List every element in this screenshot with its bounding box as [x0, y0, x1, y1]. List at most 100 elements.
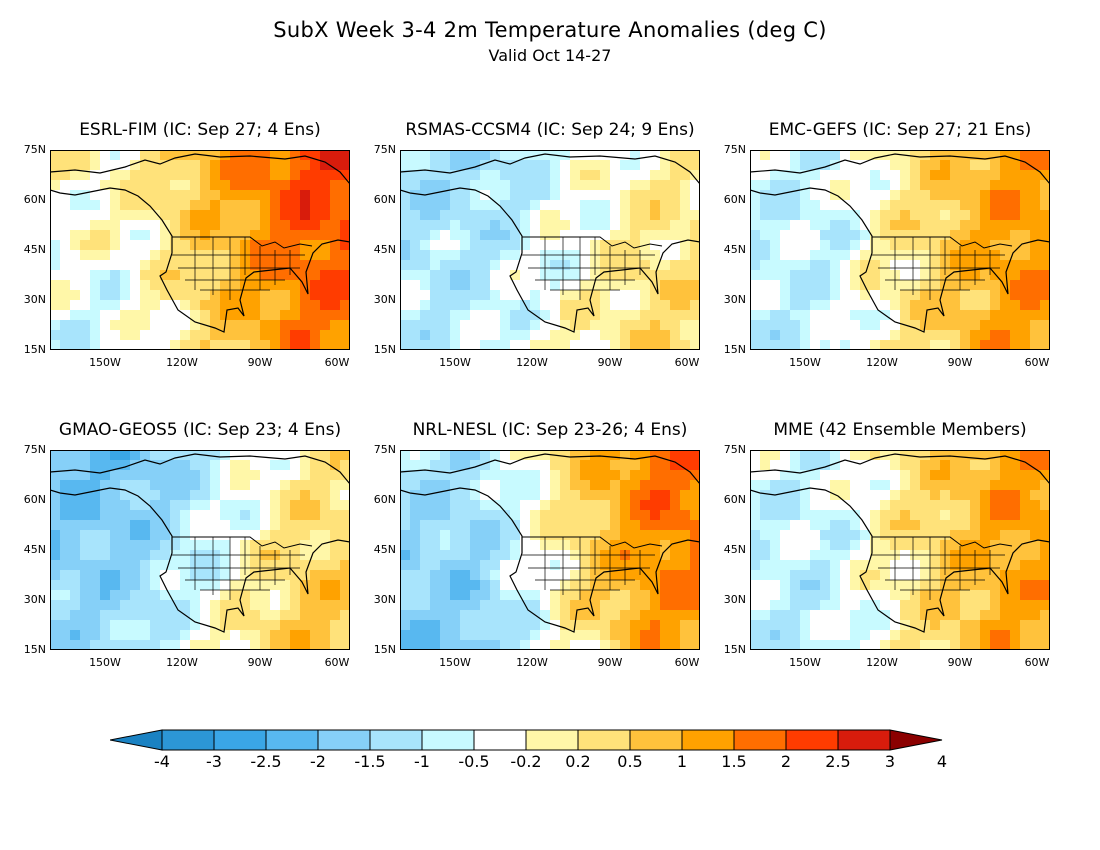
lon-tick-label: 150W	[439, 656, 471, 669]
lon-tick-label: 120W	[866, 356, 898, 369]
lon-tick-label: 150W	[89, 356, 121, 369]
colorbar-swatch	[421, 729, 475, 751]
colorbar-max-arrow	[889, 729, 943, 751]
lat-tick-label: 45N	[373, 243, 396, 256]
coastline	[50, 453, 350, 633]
map-frame	[400, 450, 700, 650]
lon-tick-label: 60W	[1024, 356, 1050, 369]
anomaly-field	[750, 450, 1050, 650]
map-panel-emc-gefs: EMC-GEFS (IC: Sep 27; 21 Ens) 75N 60N 45N 30…	[724, 120, 1050, 369]
lat-tick-label: 75N	[723, 443, 746, 456]
colorbar-tick-label: 2.5	[825, 752, 851, 771]
lon-tick-label: 120W	[166, 356, 198, 369]
colorbar-tick-label: -1	[414, 752, 430, 771]
colorbar-swatch	[629, 729, 683, 751]
lat-tick-label: 75N	[373, 143, 396, 156]
lat-tick-label: 30N	[723, 293, 746, 306]
colorbar-tick-label: -0.2	[510, 752, 542, 771]
anomaly-map	[750, 150, 1050, 350]
lat-tick-label: 45N	[23, 243, 46, 256]
lat-tick-label: 60N	[723, 493, 746, 506]
colorbar-tick-label: 4	[936, 752, 948, 771]
colorbar-swatch	[681, 729, 735, 751]
us-canada-border	[522, 536, 663, 549]
coastline	[750, 153, 1050, 333]
map-frame	[50, 150, 350, 350]
colorbar-swatch	[317, 729, 371, 751]
lon-tick-label: 90W	[247, 656, 273, 669]
panel-title: RSMAS-CCSM4 (IC: Sep 24; 9 Ens)	[405, 120, 695, 140]
map-panel-mme: MME (42 Ensemble Members) 75N 60N 45N 30N 15N…	[724, 420, 1050, 669]
panel-title: MME (42 Ensemble Members)	[773, 420, 1027, 440]
lon-tick-label: 150W	[789, 656, 821, 669]
panel-title: GMAO-GEOS5 (IC: Sep 23; 4 Ens)	[58, 420, 342, 440]
colorbar-swatch	[577, 729, 631, 751]
coastline	[750, 453, 1050, 633]
colorbar-tick-label: 2	[780, 752, 792, 771]
lat-tick-label: 60N	[23, 493, 46, 506]
lat-tick-label: 30N	[373, 293, 396, 306]
lon-tick-label: 120W	[866, 656, 898, 669]
colorbar-swatch	[213, 729, 267, 751]
anomaly-map	[400, 150, 700, 350]
colorbar-tick-label: 0.5	[617, 752, 643, 771]
lat-tick-label: 75N	[373, 443, 396, 456]
lat-tick-label: 15N	[23, 643, 46, 656]
colorbar-swatch	[733, 729, 787, 751]
colorbar-tick-label: -2	[310, 752, 326, 771]
panel-title: ESRL-FIM (IC: Sep 27; 4 Ens)	[79, 120, 321, 140]
map-panel-rsmas-ccsm4: RSMAS-CCSM4 (IC: Sep 24; 9 Ens) 75N 60N 45N…	[374, 120, 700, 369]
us-canada-border	[172, 236, 313, 249]
anomaly-map	[50, 150, 350, 350]
lon-tick-label: 60W	[324, 356, 350, 369]
colorbar-swatch	[473, 729, 527, 751]
figure-title: SubX Week 3-4 2m Temperature Anomalies (…	[273, 18, 827, 42]
lon-tick-label: 90W	[597, 356, 623, 369]
lon-tick-label: 150W	[89, 656, 121, 669]
lat-tick-label: 15N	[723, 343, 746, 356]
colorbar-swatch	[369, 729, 423, 751]
lat-tick-label: 60N	[373, 493, 396, 506]
colorbar-tick-label: 3	[884, 752, 896, 771]
us-canada-border	[172, 536, 313, 549]
colorbar-tick-label: 1.5	[721, 752, 747, 771]
lat-tick-label: 15N	[373, 643, 396, 656]
map-frame	[750, 150, 1050, 350]
lat-tick-label: 60N	[723, 193, 746, 206]
lat-tick-label: 15N	[373, 343, 396, 356]
colorbar-tick-label: 0.2	[565, 752, 591, 771]
lat-tick-label: 75N	[23, 143, 46, 156]
colorbar-swatch	[785, 729, 839, 751]
anomaly-field	[50, 450, 350, 650]
map-frame	[50, 450, 350, 650]
colorbar-swatch	[265, 729, 319, 751]
lon-tick-label: 60W	[1024, 656, 1050, 669]
colorbar-tick-label: 1	[676, 752, 688, 771]
coastline	[400, 453, 700, 633]
map-panel-nrl-nesl: NRL-NESL (IC: Sep 23-26; 4 Ens) 75N 60N 45N…	[374, 420, 700, 669]
lat-tick-label: 15N	[23, 343, 46, 356]
colorbar-tick-label: -1.5	[354, 752, 386, 771]
colorbar-swatch	[161, 729, 215, 751]
us-canada-border	[872, 536, 1013, 549]
lat-tick-label: 75N	[723, 143, 746, 156]
lon-tick-label: 60W	[324, 656, 350, 669]
anomaly-map	[750, 450, 1050, 650]
anomaly-field	[750, 150, 1050, 350]
lat-tick-label: 30N	[23, 293, 46, 306]
lon-tick-label: 60W	[674, 356, 700, 369]
map-panel-gmao-geos5: GMAO-GEOS5 (IC: Sep 23; 4 Ens) 75N 60N 45N 3…	[24, 420, 350, 669]
lat-tick-label: 30N	[373, 593, 396, 606]
lon-tick-label: 120W	[516, 356, 548, 369]
colorbar-tick-label: -2.5	[250, 752, 282, 771]
colorbar-min-arrow	[109, 729, 163, 751]
map-panel-esrl-fim: ESRL-FIM (IC: Sep 27; 4 Ens) 75N 60N 45N 30N…	[24, 120, 350, 369]
anomaly-map	[400, 450, 700, 650]
lat-tick-label: 30N	[723, 593, 746, 606]
colorbar-graphic	[109, 729, 943, 751]
lat-tick-label: 45N	[23, 543, 46, 556]
colorbar-swatch	[525, 729, 579, 751]
lon-tick-label: 60W	[674, 656, 700, 669]
lat-tick-label: 75N	[23, 443, 46, 456]
lat-tick-label: 45N	[723, 543, 746, 556]
